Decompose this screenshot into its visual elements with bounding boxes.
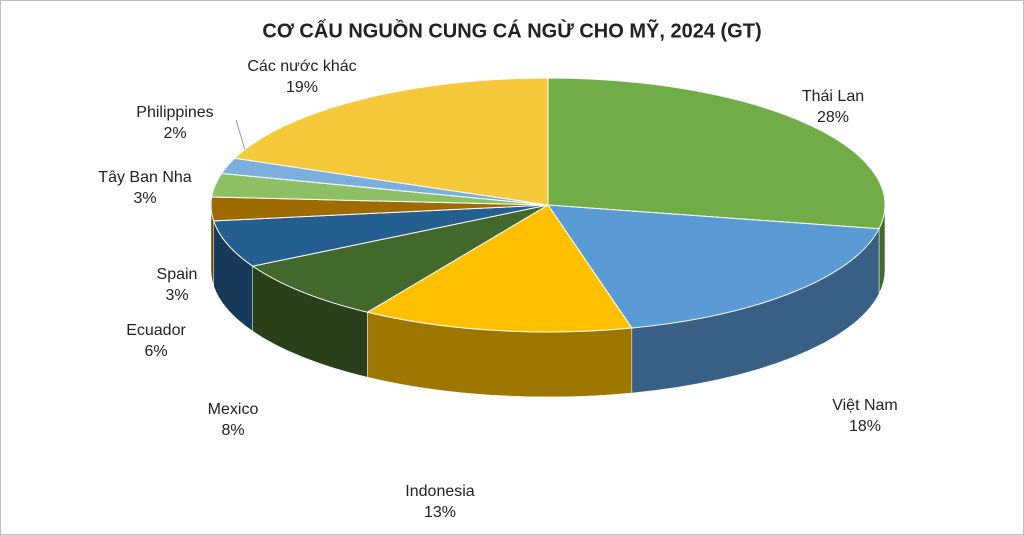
slice-label: Các nước khác: [247, 58, 356, 75]
pie-slice: [251, 204, 549, 313]
slice-value-label: 3%: [165, 287, 188, 304]
pie-slice: [547, 77, 886, 230]
slice-label: Indonesia: [405, 483, 474, 500]
slice-value-label: 13%: [424, 504, 456, 521]
slice-label: Spain: [157, 266, 198, 283]
slice-value-label: 19%: [286, 79, 318, 96]
slice-value-label: 28%: [817, 109, 849, 126]
pie-slice: [233, 77, 549, 206]
slice-value-label: 3%: [133, 190, 156, 207]
pie-slice: [547, 204, 880, 329]
slice-value-label: 2%: [163, 125, 186, 142]
slice-label: Philippines: [136, 104, 213, 121]
chart-title: CƠ CẤU NGUỒN CUNG CÁ NGỪ CHO MỸ, 2024 (G…: [262, 18, 761, 42]
slice-value-label: 8%: [221, 422, 244, 439]
slice-value-label: 18%: [849, 418, 881, 435]
slice-label: Ecuador: [126, 322, 186, 339]
slice-label: Mexico: [208, 401, 259, 418]
slice-label: Việt Nam: [832, 397, 898, 414]
pie-slice: [366, 204, 633, 333]
slice-label: Thái Lan: [802, 88, 864, 105]
slice-label: Tây Ban Nha: [98, 169, 191, 186]
pie-slice: [212, 204, 549, 267]
slice-value-label: 6%: [144, 343, 167, 360]
